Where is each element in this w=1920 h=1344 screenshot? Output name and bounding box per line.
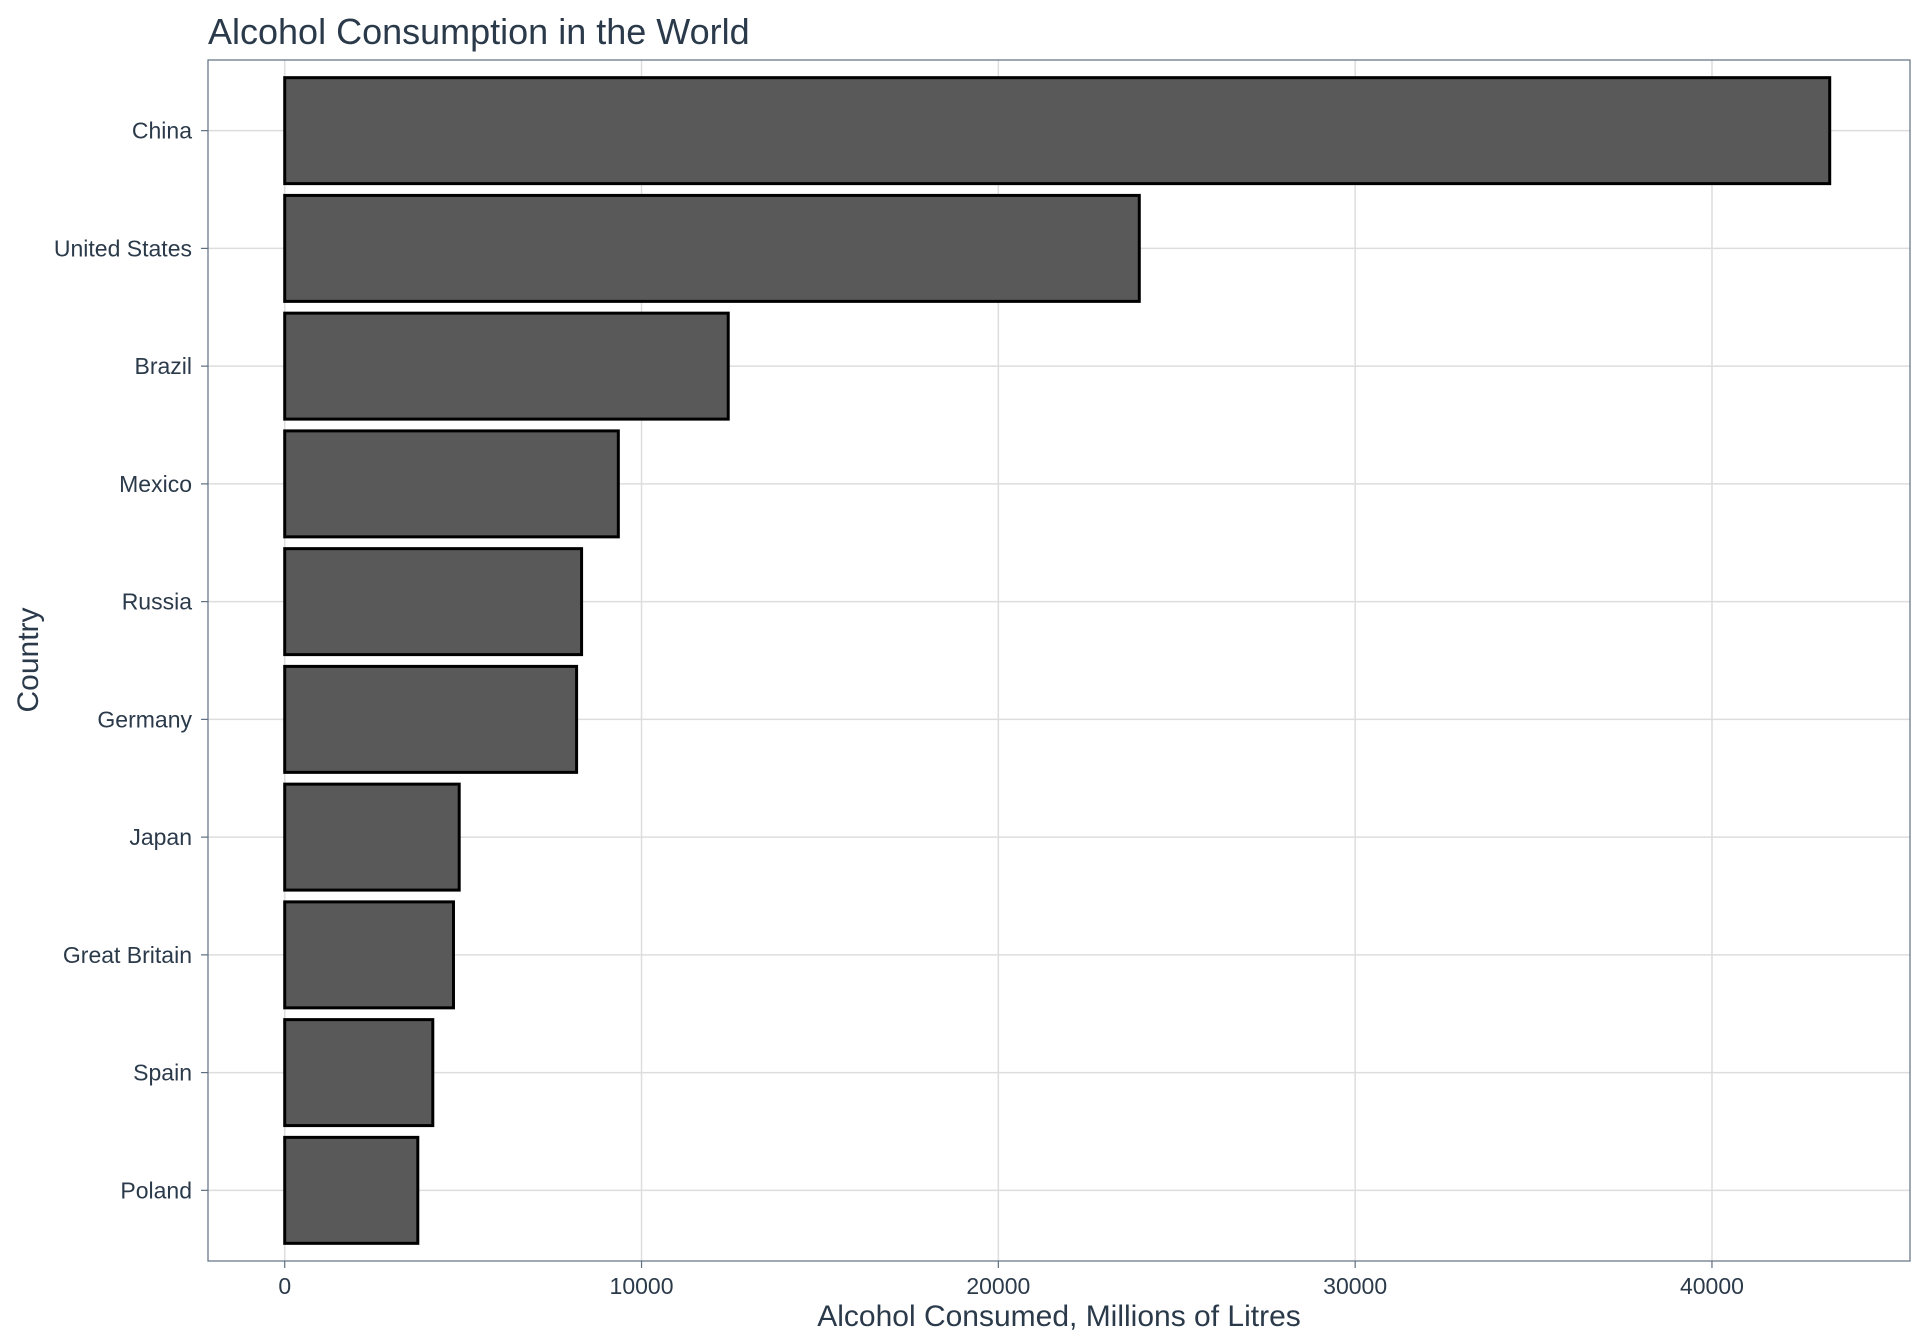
bar-united-states [283,193,1141,303]
y-tick-label: United States [54,235,192,261]
y-tick-label: Brazil [134,353,192,379]
x-tick-label: 40000 [1680,1273,1744,1299]
bar-germany [283,664,579,774]
y-tick-label: Great Britain [63,942,192,968]
bar-japan [283,782,461,892]
x-axis-title: Alcohol Consumed, Millions of Litres [817,1300,1301,1333]
bar-mexico [283,429,620,539]
y-tick-label: Spain [133,1060,192,1086]
y-tick-label: Mexico [119,471,192,497]
bar-poland [283,1135,420,1245]
bar-china [283,76,1832,186]
x-tick-label: 0 [278,1273,291,1299]
axis-layer: 0 10000 20000 30000 40000 China United States B… [54,118,1744,1299]
y-tick-label: Russia [122,589,193,615]
y-tick-label: Japan [129,824,192,850]
x-tick-label: 30000 [1323,1273,1387,1299]
bar-layer [283,76,1832,1245]
bar-brazil [283,311,730,421]
bar-great-britain [283,900,455,1010]
y-tick-label: China [132,118,192,144]
y-tick-label: Germany [97,706,192,732]
plot-panel-border [207,59,1911,1262]
y-tick-label: Poland [120,1177,192,1203]
x-tick-label: 10000 [610,1273,674,1299]
bar-spain [283,1018,435,1128]
chart-title: Alcohol Consumption in the World [208,11,750,52]
y-axis-title: Country [12,607,45,712]
bar-russia [283,547,584,657]
x-tick-label: 20000 [966,1273,1030,1299]
